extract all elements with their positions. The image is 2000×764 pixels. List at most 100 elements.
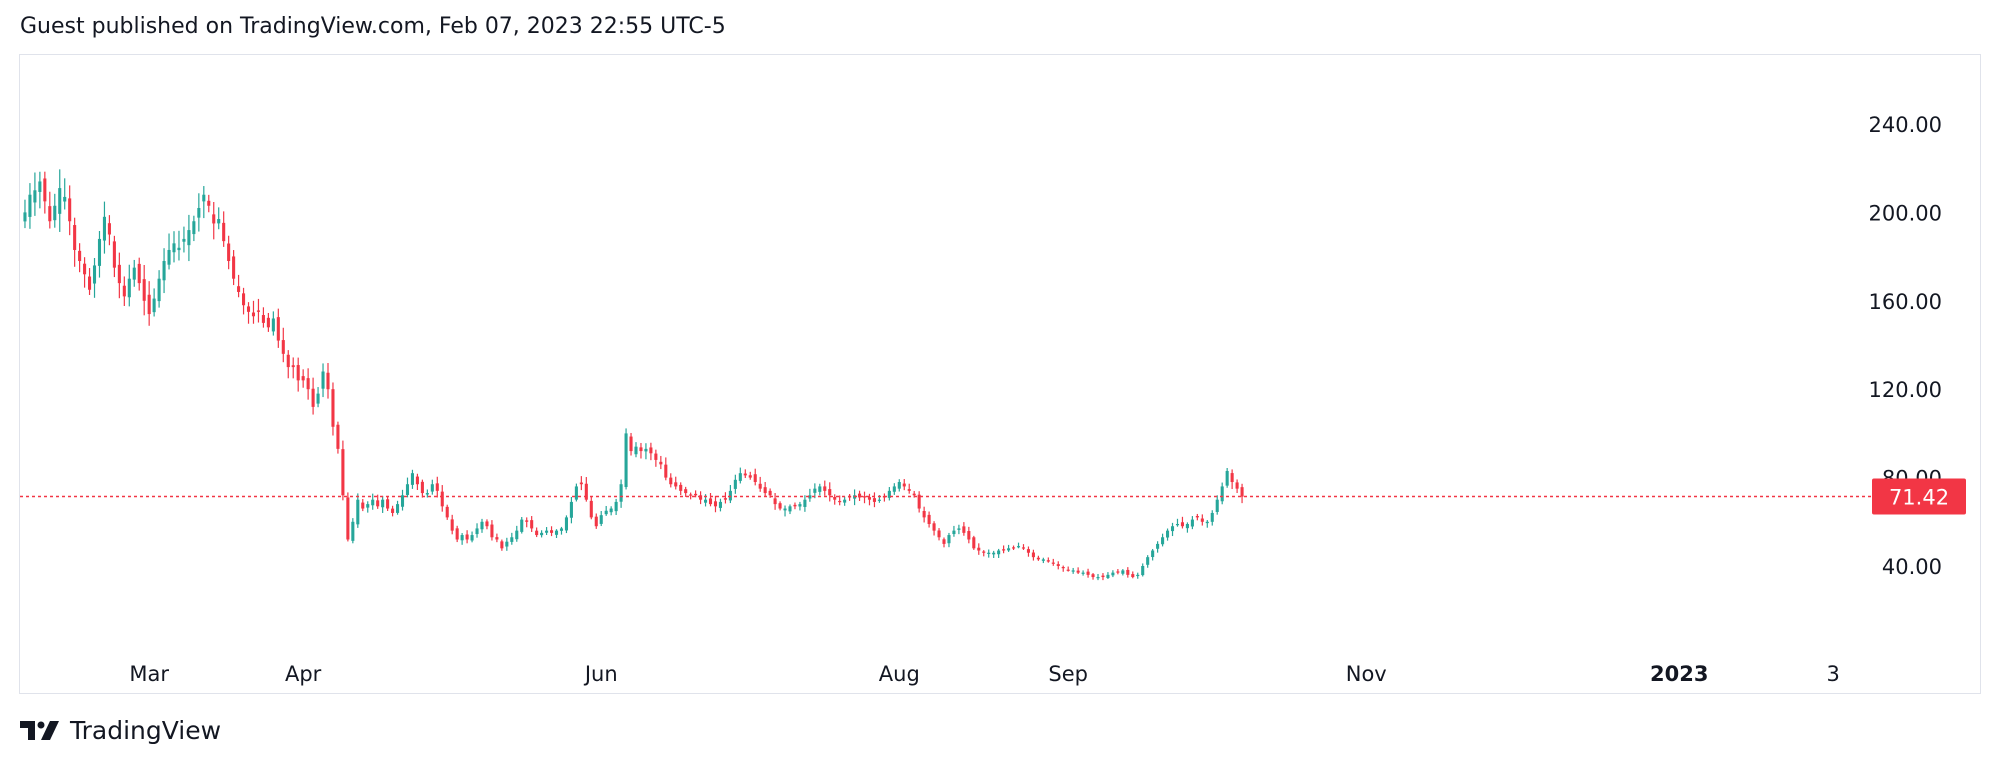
candle-body[interactable]	[892, 486, 896, 492]
candle-body[interactable]	[1215, 499, 1219, 512]
candle-body[interactable]	[1026, 549, 1030, 553]
candle-body[interactable]	[217, 219, 221, 224]
candle-body[interactable]	[843, 499, 847, 503]
candle-body[interactable]	[222, 222, 226, 242]
candle-body[interactable]	[535, 530, 539, 536]
candle-body[interactable]	[972, 537, 976, 549]
candle-body[interactable]	[271, 318, 275, 332]
candle-body[interactable]	[872, 498, 876, 502]
candle-body[interactable]	[689, 494, 693, 496]
candle-body[interactable]	[63, 196, 67, 202]
candle-body[interactable]	[932, 523, 936, 531]
candle-body[interactable]	[987, 552, 991, 554]
candle-body[interactable]	[192, 221, 196, 235]
candle-body[interactable]	[480, 521, 484, 530]
candle-body[interactable]	[232, 256, 236, 279]
candle-body[interactable]	[127, 278, 131, 298]
candle-body[interactable]	[788, 506, 792, 512]
candle-body[interactable]	[728, 490, 732, 501]
candle-body[interactable]	[619, 484, 623, 502]
candle-body[interactable]	[1126, 569, 1130, 575]
candle-body[interactable]	[227, 243, 231, 262]
candle-body[interactable]	[157, 278, 161, 302]
candle-body[interactable]	[460, 535, 464, 541]
candle-body[interactable]	[743, 473, 747, 476]
candle-body[interactable]	[405, 484, 410, 495]
candle-body[interactable]	[167, 249, 171, 265]
candle-body[interactable]	[1161, 537, 1165, 545]
candle-body[interactable]	[28, 194, 32, 217]
candle-body[interactable]	[261, 315, 265, 323]
candle-body[interactable]	[733, 479, 737, 489]
candle-body[interactable]	[574, 486, 578, 500]
candle-body[interactable]	[212, 214, 216, 224]
candle-body[interactable]	[1031, 552, 1035, 558]
candle-body[interactable]	[78, 250, 82, 262]
candle-body[interactable]	[107, 223, 111, 235]
candle-body[interactable]	[515, 530, 519, 540]
candle-body[interactable]	[525, 520, 529, 522]
candle-body[interactable]	[828, 489, 832, 496]
candle-body[interactable]	[465, 534, 469, 540]
candle-body[interactable]	[644, 448, 648, 452]
candle-body[interactable]	[559, 528, 564, 531]
candle-body[interactable]	[679, 484, 683, 491]
candle-body[interactable]	[88, 276, 92, 290]
candle-body[interactable]	[699, 495, 703, 500]
candle-body[interactable]	[664, 464, 668, 478]
candle-body[interactable]	[530, 520, 534, 529]
candle-body[interactable]	[351, 521, 355, 541]
candle-body[interactable]	[584, 483, 588, 500]
candle-body[interactable]	[1205, 521, 1209, 524]
candle-body[interactable]	[470, 535, 474, 541]
candle-body[interactable]	[1101, 575, 1105, 578]
tradingview-brand[interactable]: TradingView	[70, 715, 222, 745]
candle-body[interactable]	[1180, 522, 1184, 527]
candle-body[interactable]	[346, 497, 350, 540]
candle-body[interactable]	[182, 238, 186, 242]
candle-body[interactable]	[510, 537, 514, 542]
candle-body[interactable]	[1240, 487, 1244, 497]
candle-body[interactable]	[1012, 547, 1016, 549]
candle-body[interactable]	[172, 243, 176, 253]
candle-body[interactable]	[1071, 570, 1075, 572]
candle-body[interactable]	[798, 504, 802, 507]
candle-body[interactable]	[669, 477, 673, 485]
candle-body[interactable]	[962, 526, 966, 533]
candle-body[interactable]	[1220, 486, 1224, 502]
candle-body[interactable]	[391, 508, 395, 513]
candle-body[interactable]	[674, 482, 678, 487]
candle-body[interactable]	[540, 532, 544, 536]
candle-body[interactable]	[301, 376, 305, 381]
candle-body[interactable]	[177, 247, 181, 251]
candle-body[interactable]	[1136, 574, 1140, 577]
candle-body[interactable]	[778, 503, 782, 509]
candle-body[interactable]	[550, 530, 554, 533]
candle-body[interactable]	[942, 539, 946, 544]
candle-body[interactable]	[58, 188, 62, 214]
candle-body[interactable]	[594, 516, 598, 527]
tradingview-logo-icon[interactable]	[20, 718, 60, 742]
candle-body[interactable]	[614, 501, 618, 512]
candle-body[interactable]	[1210, 512, 1214, 522]
candle-body[interactable]	[768, 490, 772, 496]
candle-body[interactable]	[286, 354, 290, 368]
candle-body[interactable]	[1141, 566, 1145, 576]
candle-body[interactable]	[793, 504, 797, 507]
candle-body[interactable]	[1175, 524, 1180, 526]
candle-body[interactable]	[396, 504, 400, 513]
candle-body[interactable]	[579, 482, 583, 485]
candle-body[interactable]	[1096, 577, 1100, 579]
candle-body[interactable]	[341, 449, 345, 496]
candle-body[interactable]	[296, 365, 300, 381]
candle-body[interactable]	[912, 493, 916, 496]
candle-body[interactable]	[858, 493, 862, 498]
candle-body[interactable]	[783, 508, 787, 511]
candle-body[interactable]	[922, 510, 926, 518]
candle-body[interactable]	[997, 550, 1001, 555]
candle-body[interactable]	[162, 261, 166, 281]
candle-body[interactable]	[1007, 548, 1011, 551]
candle-body[interactable]	[53, 205, 57, 221]
candle-body[interactable]	[713, 501, 718, 507]
candle-body[interactable]	[420, 481, 424, 494]
